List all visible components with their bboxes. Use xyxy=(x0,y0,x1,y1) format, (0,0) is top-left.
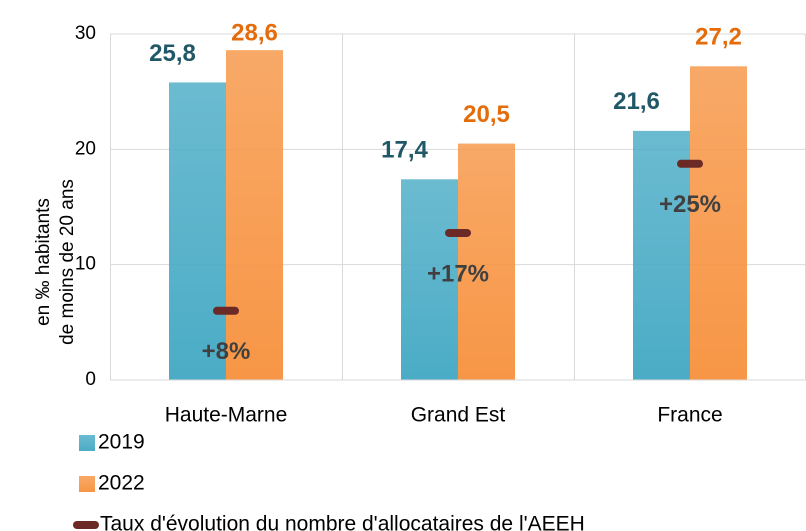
bar xyxy=(226,50,283,380)
data-label: 17,4 xyxy=(381,137,428,164)
data-label: 21,6 xyxy=(613,88,660,115)
y-axis-label: de moins de 20 ans xyxy=(57,179,78,345)
legend-swatch xyxy=(73,521,99,529)
legend-label: 2022 xyxy=(98,472,145,495)
data-label: 28,6 xyxy=(231,19,278,46)
data-label: +8% xyxy=(202,338,251,365)
x-tick-label: Grand Est xyxy=(411,404,506,427)
y-tick-label: 20 xyxy=(75,138,96,159)
data-label: +17% xyxy=(427,260,489,287)
bar xyxy=(169,82,226,380)
bar xyxy=(401,179,458,380)
x-tick-label: France xyxy=(657,404,722,427)
bar xyxy=(458,143,515,380)
y-tick-label: 30 xyxy=(75,23,96,44)
legend-swatch xyxy=(79,435,95,451)
data-label: 20,5 xyxy=(463,101,510,128)
y-tick-label: 0 xyxy=(85,369,96,390)
data-label: +25% xyxy=(659,191,721,218)
bar xyxy=(633,130,690,380)
data-label: 27,2 xyxy=(695,24,742,51)
legend-label: Taux d'évolution du nombre d'allocataire… xyxy=(100,513,585,531)
marker xyxy=(677,159,703,168)
data-label: 25,8 xyxy=(149,40,196,67)
y-axis-label: en ‰ habitants xyxy=(33,198,54,326)
legend-label: 2019 xyxy=(98,431,145,454)
marker xyxy=(445,228,471,237)
x-tick-label: Haute-Marne xyxy=(165,404,288,427)
bar xyxy=(690,66,747,380)
legend-swatch xyxy=(79,476,95,492)
marker xyxy=(213,306,239,315)
y-tick-label: 10 xyxy=(75,254,96,275)
